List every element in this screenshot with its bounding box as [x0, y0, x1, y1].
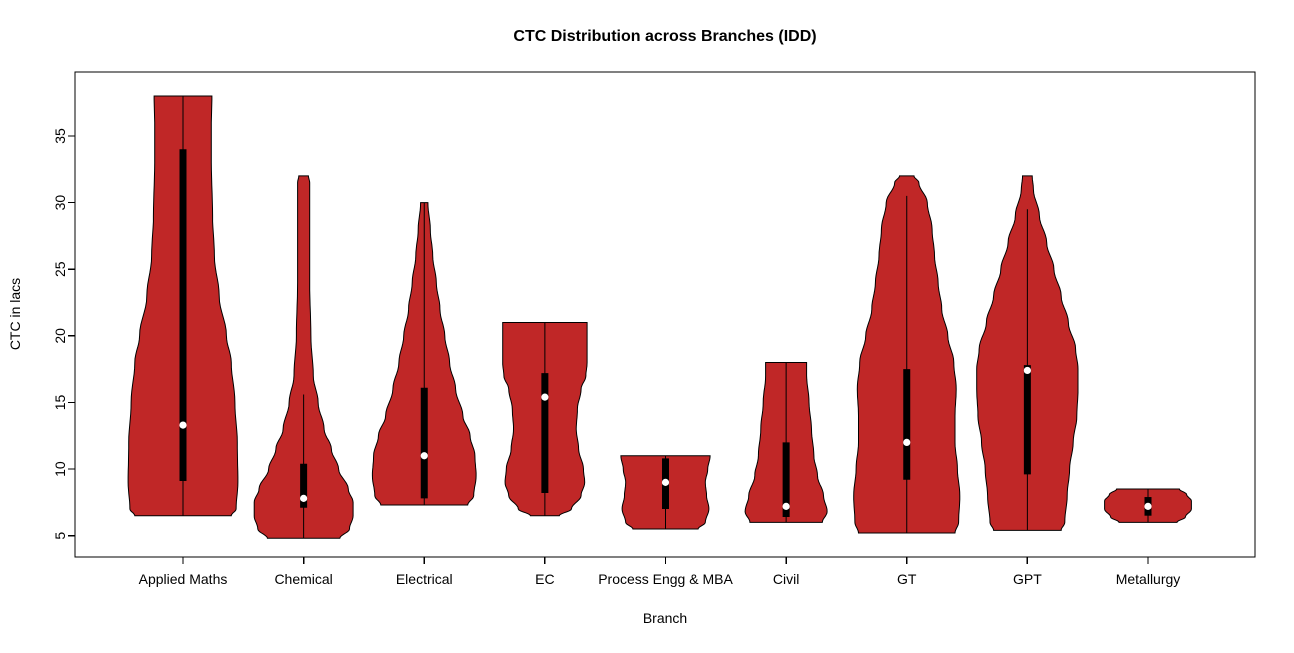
median-dot-process-engg-mba	[661, 478, 670, 486]
x-axis-title: Branch	[642, 610, 688, 626]
x-category-label-electrical: Electrical	[396, 571, 453, 587]
y-tick-label: 25	[52, 261, 68, 277]
y-tick-label: 30	[52, 195, 68, 211]
median-dot-civil	[782, 502, 790, 510]
chart-title: CTC Distribution across Branches (IDD)	[513, 28, 817, 45]
x-category-label-civil: Civil	[773, 571, 799, 587]
x-category-label-gpt: GPT	[1013, 571, 1042, 587]
median-dot-metallurgy	[1144, 502, 1152, 510]
y-tick-label: 20	[52, 328, 68, 344]
x-category-label-gt: GT	[897, 571, 917, 587]
median-dot-gpt	[1023, 366, 1031, 375]
x-category-label-ec: EC	[535, 571, 554, 587]
median-dot-applied-maths	[179, 421, 187, 429]
x-category-label-chemical: Chemical	[274, 571, 332, 587]
median-dot-ec	[541, 393, 549, 401]
median-dot-chemical	[300, 494, 308, 502]
violin-chemical	[253, 175, 354, 539]
x-category-label-metallurgy: Metallurgy	[1116, 571, 1181, 587]
y-tick-label: 15	[52, 394, 68, 410]
x-category-label-process-engg-mba: Process Engg & MBA	[598, 571, 733, 587]
y-tick-label: 5	[52, 532, 68, 540]
median-dot-electrical	[420, 452, 428, 460]
y-tick-label: 10	[52, 461, 68, 477]
median-dot-gt	[903, 438, 911, 447]
x-category-label-applied-maths: Applied Maths	[139, 571, 228, 587]
y-tick-label: 35	[52, 128, 68, 144]
